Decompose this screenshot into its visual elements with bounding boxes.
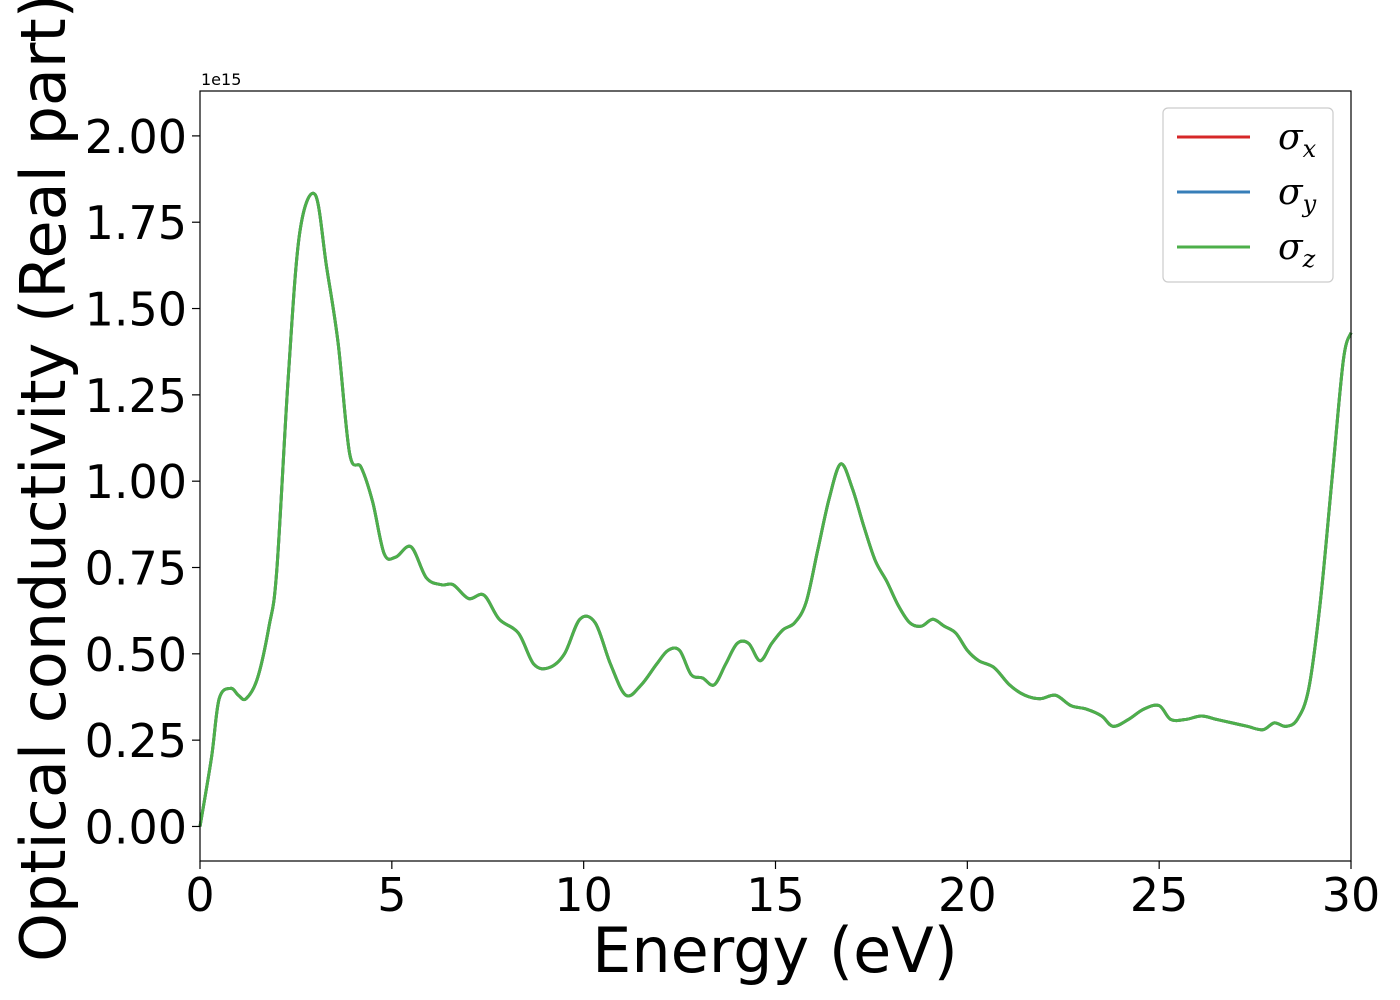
x-tick-label: 15 bbox=[746, 868, 805, 922]
x-tick-label: 10 bbox=[554, 868, 613, 922]
x-tick-label: 5 bbox=[377, 868, 406, 922]
y-tick-label: 1.00 bbox=[85, 455, 187, 509]
y-tick-label: 1.50 bbox=[85, 283, 187, 337]
legend-label-x: σx bbox=[1278, 117, 1317, 163]
y-axis-ticks: 0.00 0.25 0.50 0.75 1.00 1.25 1.50 1.75 2.00 bbox=[85, 110, 200, 854]
y-tick-label: 1.75 bbox=[85, 196, 187, 250]
legend-box bbox=[1162, 107, 1334, 283]
y-tick-label: 2.00 bbox=[85, 110, 187, 164]
y-tick-label: 0.25 bbox=[85, 714, 187, 768]
x-axis-label: Energy (eV) bbox=[592, 914, 958, 987]
series-layer bbox=[198, 191, 1353, 827]
series-line-z bbox=[198, 191, 1353, 827]
x-tick-label: 20 bbox=[938, 868, 997, 922]
legend: σx σy σz bbox=[1162, 107, 1334, 283]
y-tick-label: 1.25 bbox=[85, 369, 187, 423]
y-tick-label: 0.50 bbox=[85, 628, 187, 682]
legend-label-y: σy bbox=[1278, 172, 1317, 218]
x-tick-label: 0 bbox=[185, 868, 214, 922]
legend-label-z: σz bbox=[1278, 227, 1316, 273]
x-tick-label: 30 bbox=[1322, 868, 1381, 922]
plot-frame bbox=[199, 90, 1352, 862]
y-offset-label: 1e15 bbox=[201, 70, 241, 89]
x-axis-ticks: 0 5 10 15 20 25 30 bbox=[185, 861, 1380, 922]
y-tick-label: 0.75 bbox=[85, 542, 187, 596]
y-axis-label: Optical conductivity (Real part) bbox=[7, 0, 80, 962]
y-tick-label: 0.00 bbox=[85, 800, 187, 854]
x-tick-label: 25 bbox=[1130, 868, 1189, 922]
